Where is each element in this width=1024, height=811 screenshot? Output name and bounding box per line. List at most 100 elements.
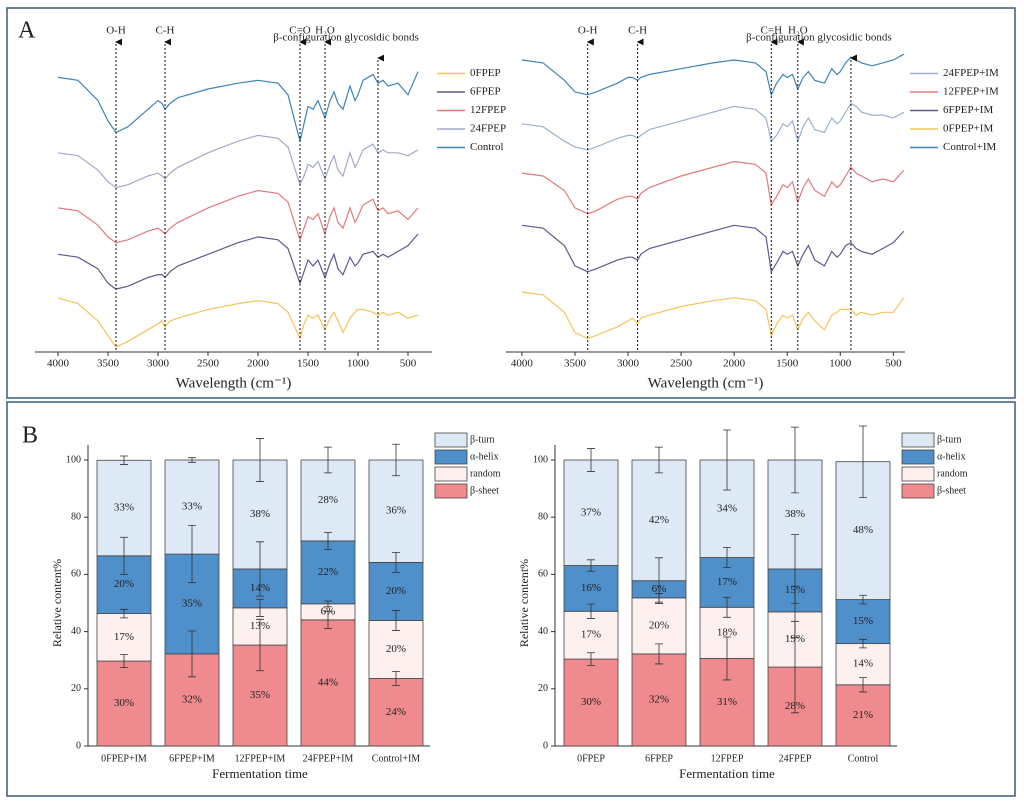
value-label: 20% [649, 619, 669, 631]
value-label: 16% [581, 582, 601, 594]
value-label: 32% [649, 693, 669, 705]
y-tick-label: 60 [538, 569, 548, 580]
annotation-label: C-H [156, 25, 175, 37]
error-bar [256, 438, 264, 482]
annotation-label: β-configuration glycosidic bonds [273, 32, 419, 44]
y-tick-label: 60 [71, 569, 81, 580]
y-tick-label: 40 [538, 626, 548, 637]
legend-label: α-helix [470, 451, 499, 462]
error-bar [256, 598, 264, 617]
legend-label: 24FPEP [470, 123, 506, 135]
spectrum-line [57, 189, 419, 244]
error-bar [587, 559, 595, 572]
error-bar [723, 636, 731, 681]
x-tick-label: 3500 [97, 358, 120, 370]
bar-segment [835, 599, 891, 645]
spectrum-line [521, 224, 905, 274]
value-label: 33% [114, 502, 134, 514]
error-bar [120, 608, 128, 619]
x-tick-label: 3000 [617, 358, 640, 370]
y-tick-label: 20 [538, 683, 548, 694]
legend-label: Control [470, 141, 504, 153]
bar-segment [835, 684, 891, 747]
x-tick-label: 2500 [670, 358, 693, 370]
legend-label: random [470, 468, 501, 479]
annotation-label: C-H [628, 25, 647, 37]
spectrum-line [57, 71, 419, 142]
bar-segment [563, 459, 619, 566]
error-bar [791, 426, 799, 494]
x-tick-label: 1500 [776, 358, 799, 370]
x-tick-label: 4000 [511, 358, 534, 370]
value-label: 31% [717, 696, 737, 708]
error-bar [256, 618, 264, 672]
error-bar [392, 670, 400, 687]
legend-label: β-turn [470, 434, 495, 445]
x-tick-label: 3000 [147, 358, 170, 370]
value-label: 36% [386, 505, 406, 517]
annotation-label: H₂O [788, 25, 808, 37]
value-label: 6% [321, 605, 336, 617]
bar-segment [300, 619, 356, 747]
error-bar [587, 603, 595, 619]
value-label: 21% [853, 709, 873, 721]
spectrum-line [521, 160, 905, 215]
value-label: 24% [386, 706, 406, 718]
value-label: 14% [853, 658, 873, 670]
error-bar [392, 610, 400, 631]
error-bar [392, 443, 400, 477]
value-label: 20% [386, 643, 406, 655]
legend-swatch [434, 432, 468, 448]
value-label: 48% [853, 524, 873, 536]
error-bar [723, 547, 731, 568]
value-label: 30% [114, 697, 134, 709]
y-tick-label: 0 [543, 740, 548, 751]
x-axis-label: Fermentation time [212, 766, 308, 781]
x-tick-label: 0FPEP [577, 753, 605, 764]
error-bar [723, 429, 731, 491]
value-label: 17% [717, 576, 737, 588]
legend-swatch [434, 449, 468, 465]
error-bar [256, 541, 264, 597]
x-tick-label: 24FPEP+IM [303, 753, 354, 764]
legend-label: 12FPEP [470, 104, 506, 116]
value-label: 22% [318, 566, 338, 578]
bar-segment [368, 678, 424, 747]
annotation-label: O-H [578, 25, 598, 37]
value-label: 38% [785, 508, 805, 520]
x-tick-label: 12FPEP [711, 753, 744, 764]
value-label: 17% [114, 631, 134, 643]
legend-swatch [901, 449, 935, 465]
legend-label: 6FPEP+IM [943, 104, 993, 116]
error-bar [859, 677, 867, 693]
x-tick-label: 12FPEP+IM [235, 753, 286, 764]
legend-swatch [901, 432, 935, 448]
panel-label: B [22, 423, 38, 449]
value-label: 28% [318, 494, 338, 506]
value-label: 20% [114, 578, 134, 590]
error-bar [188, 457, 196, 463]
error-bar [859, 594, 867, 605]
x-tick-label: 2000 [247, 358, 270, 370]
y-tick-label: 20 [71, 683, 81, 694]
value-label: 15% [853, 615, 873, 627]
error-bar [324, 446, 332, 474]
legend-swatch [434, 466, 468, 482]
annotation-label: C=O [289, 25, 311, 37]
bar-segment [300, 459, 356, 542]
spectrum-line [521, 102, 905, 151]
y-tick-label: 100 [66, 454, 81, 465]
value-label: 33% [182, 501, 202, 513]
error-bar [859, 425, 867, 498]
x-tick-label: 6FPEP+IM [169, 753, 215, 764]
y-tick-label: 40 [71, 626, 81, 637]
x-tick-label: 1000 [347, 358, 370, 370]
error-bar [120, 654, 128, 669]
error-bar [392, 551, 400, 573]
legend-label: Control+IM [943, 141, 996, 153]
annotation-label: O-H [106, 25, 126, 37]
value-label: 35% [250, 689, 270, 701]
error-bar [655, 643, 663, 665]
legend-label: 0FPEP+IM [943, 123, 993, 135]
